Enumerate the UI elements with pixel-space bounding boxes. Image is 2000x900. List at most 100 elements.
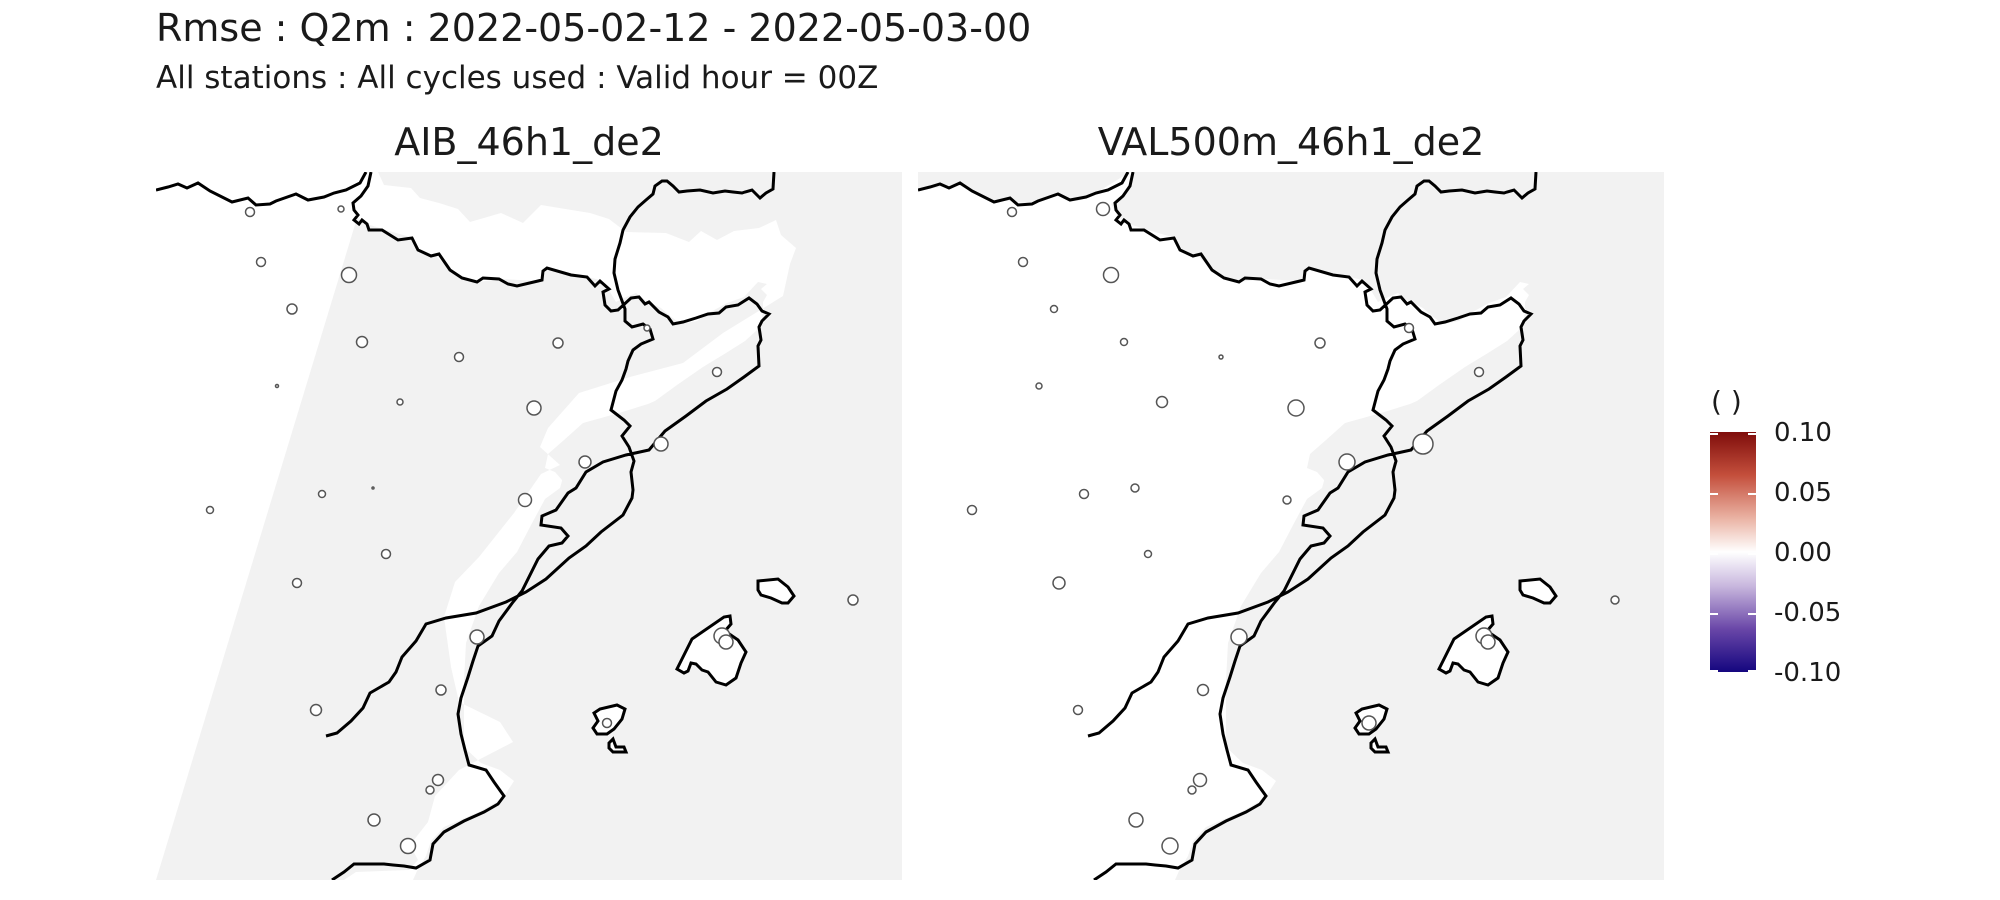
station-marker [355,335,369,349]
station-marker [966,504,978,516]
station-marker [1095,201,1111,217]
station-marker [517,492,533,508]
station-marker [1035,382,1043,390]
station-marker [1128,812,1144,828]
coastline [156,172,776,880]
station-marker [380,548,392,560]
station-marker [425,785,435,795]
station-marker [1338,453,1356,471]
station-marker [286,303,298,315]
station-marker [1119,337,1129,347]
station-marker [367,813,381,827]
legend-tick [1710,433,1718,435]
land-area [156,172,796,880]
station-marker [396,398,404,406]
map-panel-val500m: VAL500m_46h1_de2 [918,112,1664,880]
station-marker [371,486,375,490]
station-markers [966,201,1620,855]
station-marker [435,684,447,696]
station-marker [1017,256,1029,268]
panel-title-aib: AIB_46h1_de2 [394,120,664,164]
station-marker [1314,337,1326,349]
station-marker [1480,634,1496,650]
legend-label: 0.00 [1774,538,1832,568]
station-marker [643,324,651,332]
legend-tick [1748,670,1756,672]
station-marker [1072,704,1084,716]
station-map-aib [156,172,902,880]
station-marker [399,837,417,855]
station-marker [1218,354,1224,360]
station-marker [1412,433,1434,455]
station-marker [309,703,323,717]
legend-tick [1710,493,1718,495]
station-marker [1230,628,1248,646]
station-map-val500m [918,172,1664,880]
legend-label: 0.05 [1774,478,1832,508]
station-marker [1187,785,1197,795]
legend-tick [1710,553,1718,555]
land-area [918,172,1529,880]
station-marker [1192,772,1208,788]
station-marker [244,206,256,218]
station-marker [340,266,358,284]
station-marker [1403,322,1415,334]
station-marker [1049,304,1059,314]
station-marker [601,717,613,729]
station-marker [255,256,267,268]
station-marker [431,773,445,787]
station-marker [205,505,215,515]
plot-subtitle: All stations : All cycles used : Valid h… [156,60,879,96]
station-marker [847,594,859,606]
station-marker [526,400,542,416]
legend-label: -0.10 [1774,658,1842,688]
legend-tick [1748,553,1756,555]
station-marker [1287,399,1305,417]
station-marker [337,205,345,213]
legend-title: ( ) [1711,385,1742,418]
legend-tick [1748,493,1756,495]
station-marker [718,634,734,650]
panel-title-val500m: VAL500m_46h1_de2 [1097,120,1485,164]
island-mallorca [1437,614,1510,687]
station-marker [1610,595,1620,605]
legend-label: -0.05 [1774,598,1842,628]
island-mallorca [675,614,748,687]
island-formentera [1369,736,1391,754]
legend-tick [1710,670,1718,672]
island-menorca [1518,577,1558,605]
station-marker [711,366,723,378]
station-marker [1078,488,1090,500]
station-marker [1143,549,1153,559]
plot-title: Rmse : Q2m : 2022-05-02-12 - 2022-05-03-… [156,6,1032,50]
station-marker [1052,576,1066,590]
map-panel-aib: AIB_46h1_de2 [156,112,902,880]
legend-tick [1748,613,1756,615]
legend-tick [1710,613,1718,615]
legend-tick [1748,433,1756,435]
station-marker [1196,683,1210,697]
station-markers [205,205,859,855]
station-marker [317,489,327,499]
legend-colorbar [1710,432,1756,672]
coastline [918,172,1538,880]
station-marker [653,436,669,452]
station-marker [1130,483,1140,493]
color-legend: ( ) 0.10 0.05 0.00 -0.05 -0.10 [1706,385,1886,688]
island-formentera [607,736,629,754]
station-marker [291,577,303,589]
station-marker [1102,266,1120,284]
station-marker [1161,837,1179,855]
station-marker [1473,366,1485,378]
station-marker [274,383,280,389]
station-marker [1282,495,1292,505]
station-marker [1006,206,1018,218]
station-marker [578,455,592,469]
island-menorca [756,577,796,605]
station-marker [469,629,485,645]
station-marker [1361,715,1377,731]
legend-label: 0.10 [1774,418,1832,448]
station-marker [453,351,465,363]
station-marker [1155,395,1169,409]
station-marker [552,337,564,349]
